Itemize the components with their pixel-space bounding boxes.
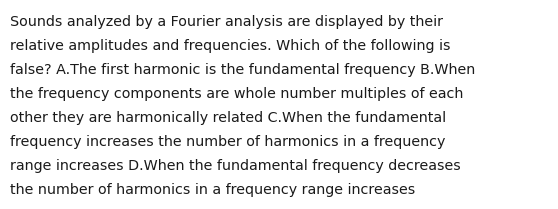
Text: Sounds analyzed by a Fourier analysis are displayed by their: Sounds analyzed by a Fourier analysis ar…	[10, 15, 443, 29]
Text: false? A.The first harmonic is the fundamental frequency B.When: false? A.The first harmonic is the funda…	[10, 63, 475, 77]
Text: the number of harmonics in a frequency range increases: the number of harmonics in a frequency r…	[10, 183, 415, 197]
Text: frequency increases the number of harmonics in a frequency: frequency increases the number of harmon…	[10, 135, 445, 149]
Text: other they are harmonically related C.When the fundamental: other they are harmonically related C.Wh…	[10, 111, 446, 125]
Text: range increases D.When the fundamental frequency decreases: range increases D.When the fundamental f…	[10, 159, 461, 173]
Text: relative amplitudes and frequencies. Which of the following is: relative amplitudes and frequencies. Whi…	[10, 39, 450, 53]
Text: the frequency components are whole number multiples of each: the frequency components are whole numbe…	[10, 87, 463, 101]
